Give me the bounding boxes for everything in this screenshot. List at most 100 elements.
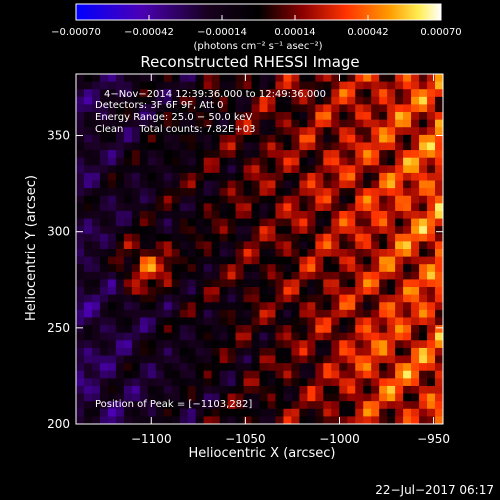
heatmap-cell (411, 355, 420, 364)
heatmap-cell (259, 294, 269, 303)
heatmap-cell (331, 287, 340, 296)
heatmap-cell (179, 294, 189, 303)
heatmap-cell (203, 226, 213, 235)
heatmap-cell (275, 309, 285, 319)
footer-timestamp: 22−Jul−2017 06:17 (375, 483, 494, 497)
heatmap-cell (331, 302, 340, 311)
heatmap-cell (291, 81, 300, 90)
heatmap-cell (427, 271, 436, 281)
heatmap-cell (163, 416, 173, 424)
heatmap-cell (123, 325, 133, 334)
heatmap-cell (115, 393, 125, 402)
heatmap-cell (243, 150, 253, 159)
heatmap-cell (307, 325, 316, 334)
heatmap-cell (363, 401, 372, 410)
heatmap-cell (91, 355, 101, 364)
heatmap-cell (323, 385, 332, 395)
heatmap-cell (179, 416, 189, 424)
heatmap-cell (139, 325, 149, 334)
heatmap-cell (323, 355, 332, 364)
heatmap-cell (307, 218, 316, 227)
heatmap-cell (107, 408, 117, 417)
heatmap-cell (291, 119, 300, 128)
heatmap-cell (427, 287, 436, 296)
heatmap-cell (219, 408, 229, 417)
heatmap-cell (243, 309, 253, 319)
heatmap-cell (235, 249, 245, 258)
heatmap-cell (219, 218, 229, 227)
heatmap-cell (299, 363, 308, 372)
heatmap-cell (267, 378, 277, 387)
heatmap-cell (299, 264, 308, 273)
heatmap-cell (387, 385, 396, 395)
heatmap-cell (379, 112, 388, 121)
heatmap-cell (107, 363, 117, 372)
heatmap-cell (139, 370, 149, 379)
heatmap-cell (76, 408, 85, 417)
heatmap-cell (419, 393, 428, 402)
heatmap-cell (115, 195, 125, 204)
heatmap-cell (83, 271, 93, 281)
heatmap-cell (363, 340, 372, 349)
heatmap-cell (267, 408, 277, 417)
heatmap-cell (187, 302, 197, 311)
heatmap-cell (427, 233, 436, 242)
heatmap-cell (315, 370, 324, 379)
heatmap-cell (211, 378, 221, 387)
heatmap-cell (187, 385, 197, 395)
heatmap-cell (371, 96, 380, 106)
heatmap-cell (275, 317, 285, 326)
heatmap-cell (107, 119, 117, 128)
heatmap-cell (91, 271, 101, 281)
heatmap-cell (123, 401, 133, 410)
heatmap-cell (395, 203, 404, 212)
heatmap-cell (163, 408, 173, 417)
heatmap-cell (379, 150, 388, 159)
heatmap-cell (115, 81, 125, 90)
heatmap-cell (387, 218, 396, 227)
heatmap-cell (283, 249, 293, 258)
heatmap-cell (219, 347, 229, 357)
heatmap-cell (395, 317, 404, 326)
heatmap-cell (83, 378, 93, 387)
heatmap-cell (427, 317, 436, 326)
heatmap-cell (371, 150, 380, 159)
heatmap-cell (107, 249, 117, 258)
heatmap-cell (363, 325, 372, 334)
heatmap-cell (131, 119, 141, 128)
heatmap-cell (155, 325, 165, 334)
heatmap-cell (435, 74, 443, 83)
heatmap-cell (339, 370, 348, 379)
heatmap-cell (83, 89, 93, 98)
heatmap-cell (339, 218, 348, 227)
heatmap-cell (323, 74, 332, 83)
heatmap-cell (347, 127, 356, 136)
heatmap-cell (171, 89, 181, 98)
heatmap-cell (171, 317, 181, 326)
heatmap-cell (379, 256, 388, 265)
heatmap-cell (267, 401, 277, 410)
heatmap-cell (267, 370, 277, 379)
heatmap-cell (283, 226, 293, 235)
heatmap-cell (363, 226, 372, 235)
heatmap-cell (283, 172, 293, 182)
heatmap-cell (435, 408, 443, 417)
heatmap-cell (251, 226, 261, 235)
colorbar-tick-label-3: 0.00014 (274, 27, 315, 38)
heatmap-cell (107, 142, 117, 151)
heatmap-cell (355, 332, 364, 341)
heatmap-cell (131, 325, 141, 334)
heatmap-cell (211, 332, 221, 341)
heatmap-cell (155, 378, 165, 387)
heatmap-cell (147, 104, 157, 113)
heatmap-cell (299, 119, 308, 128)
heatmap-cell (139, 195, 149, 204)
heatmap-cell (307, 355, 316, 364)
heatmap-cell (267, 317, 277, 326)
heatmap-cell (371, 332, 380, 341)
heatmap-cell (219, 378, 229, 387)
heatmap-cell (251, 195, 261, 204)
heatmap-cell (219, 112, 229, 121)
heatmap-cell (76, 378, 85, 387)
heatmap-cell (251, 325, 261, 334)
